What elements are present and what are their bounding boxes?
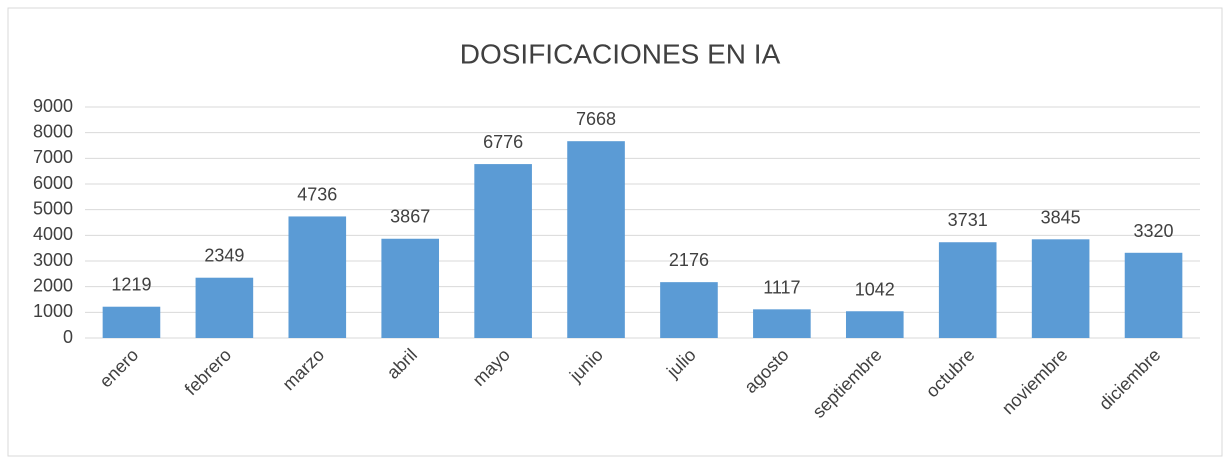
- bar: [288, 216, 347, 338]
- data-label: 1042: [855, 279, 895, 299]
- data-label: 3867: [390, 207, 430, 227]
- y-tick-label: 6000: [33, 173, 73, 193]
- y-tick-label: 4000: [33, 224, 73, 244]
- y-tick-label: 1000: [33, 301, 73, 321]
- data-label: 3731: [948, 210, 988, 230]
- y-tick-label: 5000: [33, 198, 73, 218]
- data-label: 3845: [1041, 207, 1081, 227]
- bar: [195, 277, 254, 338]
- bar: [102, 306, 161, 338]
- data-label: 6776: [483, 132, 523, 152]
- chart-title: DOSIFICACIONES EN IA: [460, 38, 781, 69]
- y-tick-label: 2000: [33, 275, 73, 295]
- bar: [1124, 252, 1183, 338]
- y-tick-label: 9000: [33, 96, 73, 116]
- y-tick-label: 0: [63, 327, 73, 347]
- bar: [938, 242, 997, 338]
- bar: [567, 141, 625, 338]
- bar: [381, 238, 440, 338]
- bar: [474, 164, 532, 338]
- y-tick-label: 7000: [33, 147, 73, 167]
- y-tick-label: 3000: [33, 250, 73, 270]
- data-label: 2176: [669, 250, 709, 270]
- y-tick-label: 8000: [33, 121, 73, 141]
- bar: [1031, 239, 1090, 338]
- data-label: 3320: [1134, 221, 1174, 241]
- bar: [845, 311, 904, 338]
- data-label: 1219: [111, 275, 151, 295]
- data-label: 1117: [763, 277, 800, 297]
- data-label: 4736: [297, 184, 337, 204]
- data-label: 7668: [576, 109, 616, 129]
- bar: [660, 282, 718, 338]
- data-label: 2349: [204, 246, 244, 266]
- bar: [753, 309, 811, 338]
